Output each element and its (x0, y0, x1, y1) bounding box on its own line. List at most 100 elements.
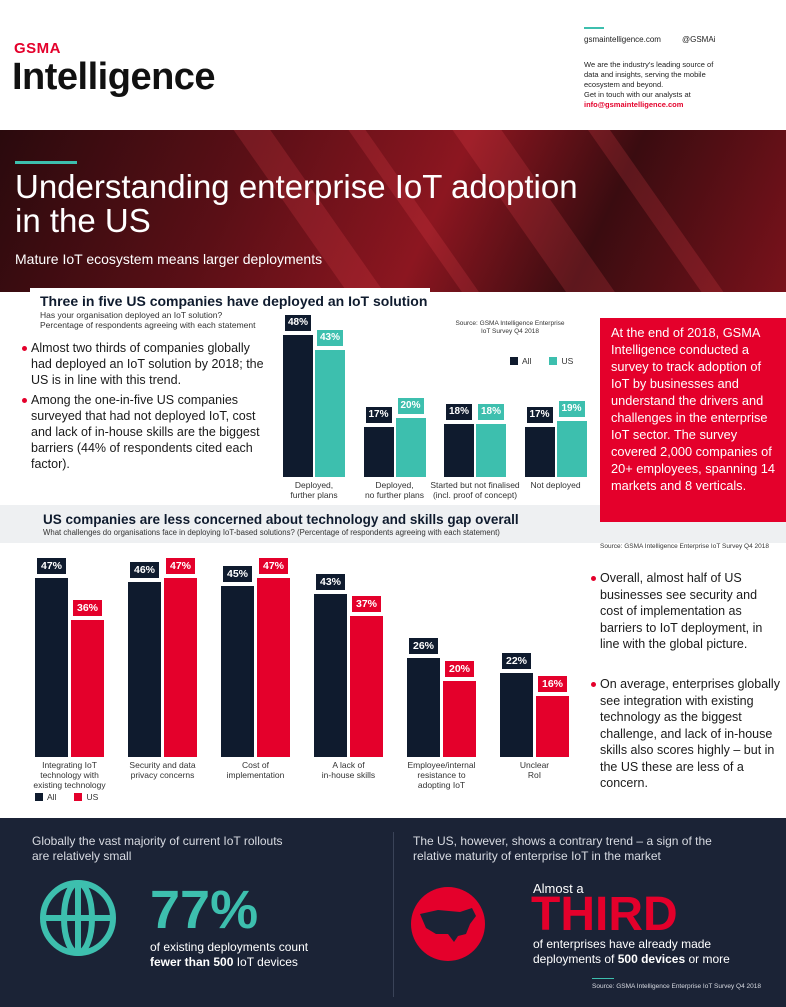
logo-main: Intelligence (12, 56, 216, 98)
accent-line (584, 27, 604, 29)
band (600, 522, 786, 543)
twitter: @GSMAi (682, 35, 716, 44)
decor (569, 130, 769, 292)
hero-title: Understanding enterprise IoT adoption in… (15, 168, 578, 239)
x-tick-label: Cost of implementation (226, 760, 285, 780)
legend-swatch (35, 793, 43, 801)
bullet: On average, enterprises globally see int… (591, 677, 780, 790)
stat-tail: IoT devices (236, 955, 298, 969)
sidebar-text: At the end of 2018, GSMA Intelligence co… (611, 325, 775, 493)
bar (444, 423, 474, 477)
accent-line (592, 978, 614, 979)
value-label: 48% (285, 315, 311, 332)
bar (283, 335, 313, 477)
band (0, 505, 600, 543)
stat-pre: Almost a (533, 881, 584, 896)
stat-bold: 500 devices (617, 952, 686, 966)
value-label: 19% (558, 400, 585, 417)
email: info@gsmaintelligence.com (584, 100, 684, 109)
value-label: 47% (37, 558, 66, 575)
bar (164, 578, 197, 757)
x-tick-label: Security and data privacy concerns (129, 760, 196, 780)
value-label: 47% (166, 558, 195, 575)
chart-title: Three in five US companies have deployed… (40, 293, 428, 309)
x-tick-label: Unclear RoI (519, 760, 550, 780)
chart-subtitle: Has your organisation deployed an IoT so… (40, 310, 256, 330)
bar (363, 426, 394, 477)
stat-bold: fewer than 500 (150, 955, 234, 969)
bar (500, 673, 533, 757)
bullet: Among the one-in-five US companies surve… (22, 392, 271, 472)
chart-source: Source: GSMA Intelligence Enterprise IoT… (600, 543, 769, 550)
value-label: 47% (259, 558, 288, 575)
globe-icon (40, 880, 116, 956)
value-label: 18% (446, 403, 472, 420)
x-tick-label: Deployed, no further plans (364, 480, 425, 500)
value-label: 22% (502, 653, 531, 670)
bar (524, 426, 555, 477)
bar (350, 616, 383, 757)
stat-text: deployments of 500 devices or more (533, 952, 730, 966)
value-label: 16% (538, 676, 567, 693)
legend-label: US (86, 792, 99, 802)
bar (395, 418, 426, 477)
bar (71, 620, 104, 757)
value-label: 20% (397, 398, 424, 414)
footer: Globally the vast majority of current Io… (0, 818, 786, 1007)
footer-intro: Globally the vast majority of current Io… (32, 834, 283, 863)
sidebar-box (600, 318, 786, 522)
bar (221, 586, 254, 757)
x-tick-label: Started but not finalised (incl. proof o… (430, 480, 520, 500)
value-label: 26% (409, 638, 438, 655)
hero: Understanding enterprise IoT adoption in… (0, 130, 786, 292)
bar (128, 582, 161, 757)
bullet: Almost two thirds of companies globally … (22, 340, 271, 388)
hero-subtitle: Mature IoT ecosystem means larger deploy… (15, 251, 323, 267)
bar (407, 658, 440, 757)
value-label: 43% (316, 573, 345, 590)
footer-source: Source: GSMA Intelligence Enterprise IoT… (592, 983, 761, 990)
blurb: We are the industry's leading source of … (584, 60, 714, 99)
legend-swatch (510, 357, 518, 365)
map-icon (411, 887, 485, 961)
x-tick-label: Deployed, further plans (290, 480, 338, 500)
x-tick-label: Not deployed (530, 480, 581, 490)
value-label: 36% (73, 600, 102, 617)
chart-title: US companies are less concerned about te… (43, 512, 519, 527)
bullet: Overall, almost half of US businesses se… (591, 570, 780, 653)
x-tick-label: Employee/internal resistance to adopting… (407, 760, 476, 790)
legend-label: All (522, 356, 532, 366)
bar (476, 423, 506, 477)
x-tick-label: A lack of in-house skills (321, 760, 376, 780)
stat-tail: or more (688, 952, 730, 966)
bar (314, 593, 347, 757)
website: gsmaintelligence.com (584, 35, 661, 44)
bar (536, 696, 569, 757)
legend-label: All (47, 792, 57, 802)
bar (257, 578, 290, 757)
stat-lead: deployments of (533, 952, 615, 966)
stat-text: of existing deployments count (150, 940, 309, 954)
divider (393, 832, 394, 997)
value-label: 37% (352, 596, 381, 613)
value-label: 45% (223, 566, 252, 582)
legend-swatch (74, 793, 83, 801)
accent-line (15, 161, 77, 164)
value-label: 20% (445, 661, 474, 677)
value-label: 46% (130, 562, 159, 579)
footer-intro: The US, however, shows a contrary trend … (413, 834, 712, 863)
stat-text: fewer than 500 IoT devices (150, 955, 298, 969)
bar (35, 578, 68, 757)
chart-source: Source: GSMA Intelligence Enterprise IoT… (455, 320, 565, 335)
value-label: 17% (526, 406, 553, 423)
value-label: 17% (365, 406, 392, 423)
title-bg (30, 288, 430, 310)
stat-text: of enterprises have already made (533, 937, 712, 951)
x-tick-label: Integrating IoT technology with existing… (33, 760, 106, 790)
legend-swatch (549, 357, 558, 365)
bar (443, 681, 476, 757)
chart-subtitle: What challenges do organisations face in… (43, 528, 500, 537)
stat: THIRD (531, 888, 678, 941)
bar (556, 420, 587, 477)
